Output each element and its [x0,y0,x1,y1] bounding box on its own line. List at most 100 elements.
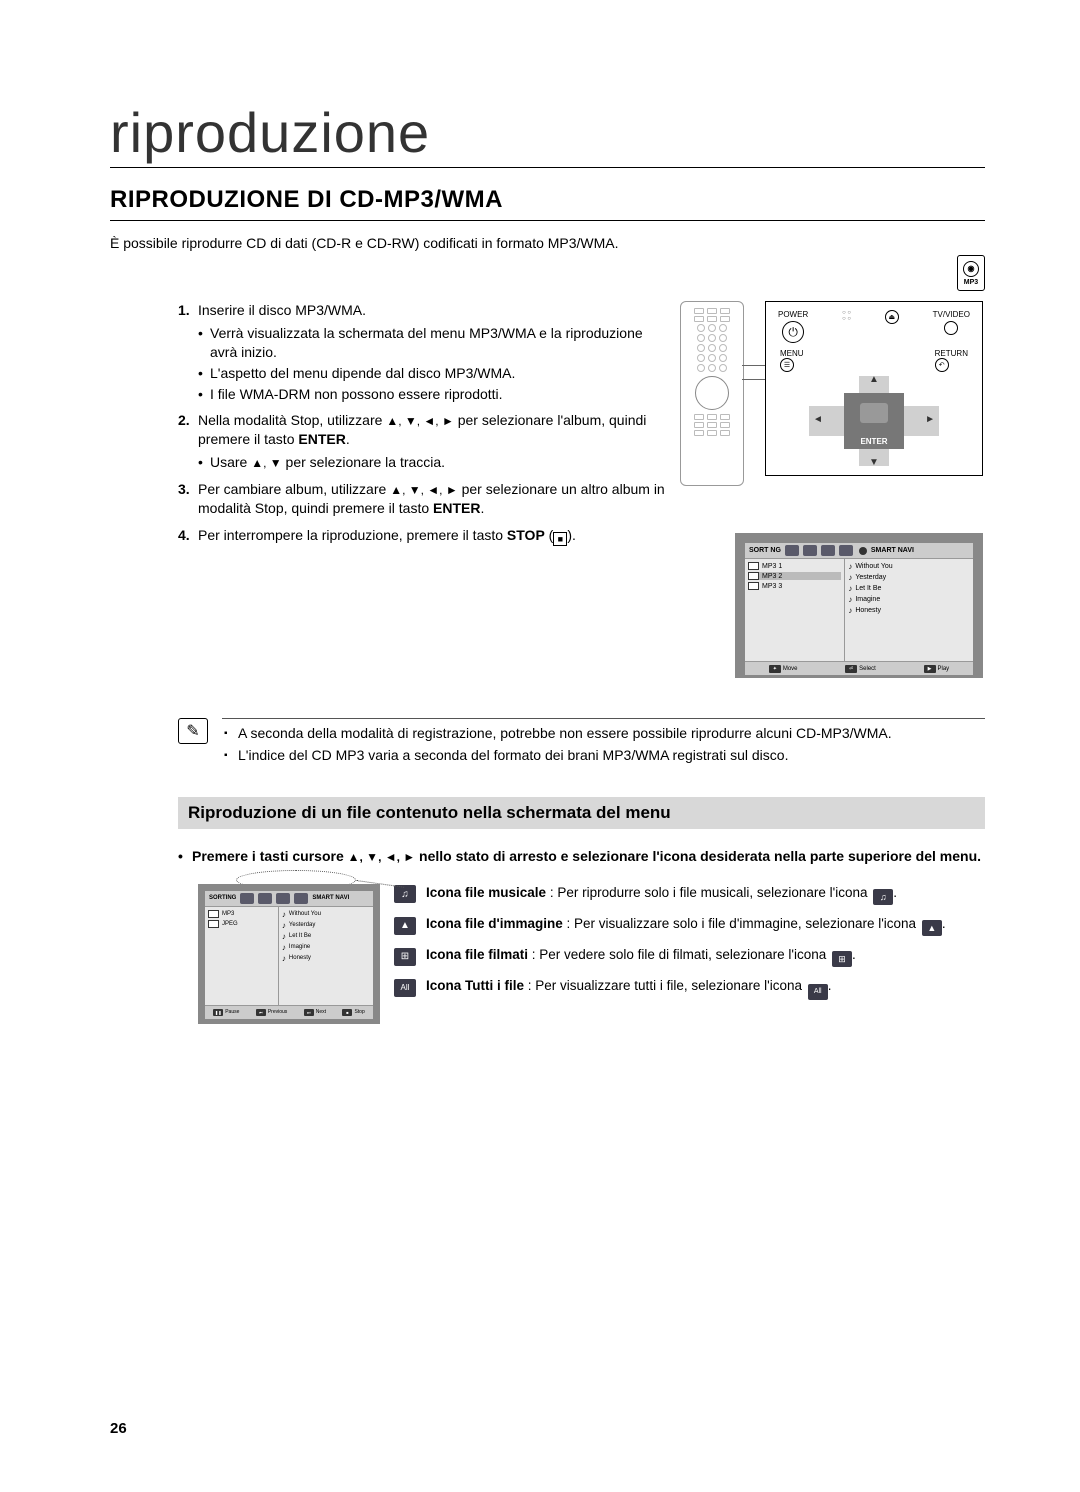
note-icon: ♪ [282,943,286,952]
folder-label: JPEG [222,921,238,927]
song-label: Imagine [855,596,880,603]
key-icon: ✦ [769,665,781,673]
image-label: Icona file d'immagine [426,916,563,931]
next-label: Next [316,1009,326,1015]
step-2-pre: Nella modalità Stop, utilizzare [198,412,386,428]
all-file-icon: All [394,979,416,997]
song-label: Without You [289,911,321,917]
key-icon: ⏎ [845,665,857,673]
folder-item: MP3 [208,910,275,918]
step-3-pre: Per cambiare album, utilizzare [198,481,390,497]
dpad: ENTER ▲ ▼ ◄ ► [809,376,939,466]
all-tab-icon [294,893,308,904]
instr-pre: Premere i tasti cursore [192,848,348,864]
song-label: Imagine [289,944,310,950]
folder-icon [748,582,759,590]
s2b-post: per selezionare la traccia. [282,454,445,470]
song-item: ♪Yesterday [848,573,970,582]
music-label: Icona file musicale [426,885,546,900]
eject-icon: ⏏ [885,310,899,324]
icon-def-image: ▲ Icona file d'immagine : Per visualizza… [394,915,985,936]
note-item-1: A seconda della modalità di registrazion… [222,725,985,741]
song-item: ♪Honesty [282,954,370,963]
page-number: 26 [110,1420,127,1437]
song-label: Let It Be [289,933,311,939]
pencil-note-icon: ✎ [178,718,208,744]
power-icon: ⏻ [782,321,804,343]
folder-pane-b: MP3 JPEG [205,907,279,1005]
song-label: Yesterday [855,574,886,581]
step-4: Per interrompere la riproduzione, premer… [110,526,670,546]
menu-screenshot: SORT NG SMART NAVI MP3 1 MP3 2 MP3 3 [735,533,983,678]
select-label: Select [859,666,876,672]
step-2-bullet: Usare ▲, ▼ per selezionare la traccia. [198,453,670,472]
smart-dot-icon [859,547,867,555]
folder-item: MP3 1 [748,562,841,570]
stop-label: STOP [507,527,545,543]
song-item: ♪Imagine [282,943,370,952]
enter-label: ENTER [298,431,345,447]
note-icon: ♪ [848,584,852,593]
key-icon: ▶ [924,665,936,673]
subsection-title: Riproduzione di un file contenuto nella … [178,797,985,829]
song-item: ♪Let It Be [282,932,370,941]
play-label: Play [938,666,950,672]
note-item-2: L'indice del CD MP3 varia a seconda del … [222,747,985,763]
note-icon: ♪ [282,910,286,919]
note-block: ✎ A seconda della modalità di registrazi… [110,718,985,769]
folder-item-selected: MP3 2 [748,572,841,580]
sorting-label: SORT NG [749,547,781,554]
folder-item: JPEG [208,920,275,928]
step-1-bullet-1: Verrà visualizzata la schermata del menu… [198,324,670,362]
folder-item: MP3 3 [748,582,841,590]
song-item: ♪Let It Be [848,584,970,593]
step-2: Nella modalità Stop, utilizzare ▲, ▼, ◄,… [110,411,670,472]
smart-navi-label-b: SMART NAVI [312,895,349,901]
key-icon: ❚❚ [213,1009,223,1016]
icon-def-music: ♫ Icona file musicale : Per riprodurre s… [394,884,985,905]
note-icon: ♪ [848,573,852,582]
movie-tab-icon [821,545,835,556]
instr-post: nello stato di arresto e selezionare l'i… [415,848,981,864]
stop-label-b: Stop [354,1009,364,1015]
steps-list: Inserire il disco MP3/WMA. Verrà visuali… [110,301,670,546]
all-label: Icona Tutti i file [426,978,524,993]
folder-pane: MP3 1 MP3 2 MP3 3 [745,559,845,661]
return-icon: ↶ [935,358,949,372]
disc-type-badge: ◉ MP3 [957,255,985,291]
section-title: RIPRODUZIONE DI CD-MP3/WMA [110,186,985,221]
note-icon: ♪ [282,932,286,941]
step-1-text: Inserire il disco MP3/WMA. [198,302,366,318]
step-1: Inserire il disco MP3/WMA. Verrà visuali… [110,301,670,403]
folder-label: MP3 2 [762,573,782,580]
enter-label-2: ENTER [433,500,480,516]
tvvideo-icon [944,321,958,335]
folder-label: MP3 3 [762,583,782,590]
sorting-label-b: SORTING [209,895,236,901]
music-file-icon: ♫ [873,889,893,905]
folder-label: MP3 1 [762,563,782,570]
down-arrow-icon: ▼ [869,457,879,468]
song-item: ♪Honesty [848,606,970,615]
movie-label: Icona file filmati [426,947,528,962]
key-icon: ■ [342,1009,352,1016]
song-label: Yesterday [289,922,315,928]
step-4-pre: Per interrompere la riproduzione, premer… [198,527,507,543]
arrow-glyphs-3: ▲, ▼, ◄, ► [390,483,458,497]
movie-file-icon: ⊞ [394,948,416,966]
prev-label: Previous [268,1009,287,1015]
music-tab-icon [785,545,799,556]
song-pane: ♪Without You ♪Yesterday ♪Let It Be ♪Imag… [845,559,973,661]
step-3: Per cambiare album, utilizzare ▲, ▼, ◄, … [110,480,670,518]
song-item: ♪Imagine [848,595,970,604]
stop-icon [553,532,567,546]
icon-def-movie: ⊞ Icona file filmati : Per vedere solo f… [394,946,985,967]
step-1-bullet-3: I file WMA-DRM non possono essere riprod… [198,385,670,404]
folder-icon [208,910,219,918]
song-item: ♪Without You [848,562,970,571]
image-file-icon: ▲ [922,920,942,936]
folder-label: MP3 [222,911,234,917]
arrow-glyphs-2: ▲, ▼ [251,456,281,470]
note-icon: ♪ [848,595,852,604]
all-tab-icon [839,545,853,556]
